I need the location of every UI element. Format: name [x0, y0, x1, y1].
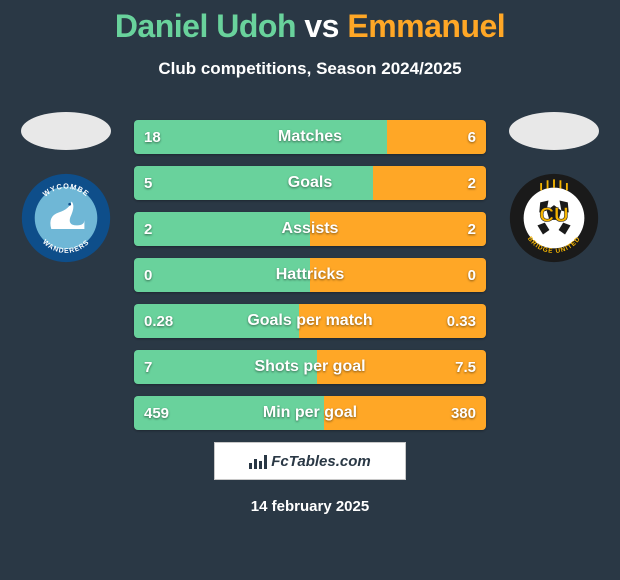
stat-label: Matches [134, 120, 486, 154]
svg-text:WANDERERS: WANDERERS [41, 239, 91, 255]
title-vs: vs [304, 8, 339, 44]
stat-label: Min per goal [134, 396, 486, 430]
stat-label: Hattricks [134, 258, 486, 292]
player1-name: Daniel Udoh [115, 8, 296, 44]
stat-label: Goals per match [134, 304, 486, 338]
svg-text:CU: CU [539, 205, 568, 227]
stat-label: Shots per goal [134, 350, 486, 384]
site-logo: FcTables.com [214, 442, 406, 480]
club-badge-left: WYCOMBE WANDERERS [20, 172, 112, 264]
player1-avatar-placeholder [21, 112, 111, 150]
player1-column: WYCOMBE WANDERERS [16, 112, 116, 264]
player2-name: Emmanuel [347, 8, 505, 44]
svg-text:WYCOMBE: WYCOMBE [41, 182, 91, 199]
stat-row: 52Goals [134, 166, 486, 200]
stat-row: 0.280.33Goals per match [134, 304, 486, 338]
site-logo-text: FcTables.com [271, 453, 370, 470]
stat-label: Assists [134, 212, 486, 246]
stat-row: 459380Min per goal [134, 396, 486, 430]
date-text: 14 february 2025 [0, 498, 620, 515]
player2-column: BRIDGE UNITED CU [504, 112, 604, 264]
stat-row: 00Hattricks [134, 258, 486, 292]
subtitle: Club competitions, Season 2024/2025 [0, 59, 620, 79]
comparison-title: Daniel Udoh vs Emmanuel [0, 0, 620, 45]
stats-container: 186Matches 52Goals 22Assists 00Hattricks 0.2… [134, 120, 486, 442]
stat-label: Goals [134, 166, 486, 200]
stat-row: 22Assists [134, 212, 486, 246]
club-badge-right: BRIDGE UNITED CU [508, 172, 600, 264]
stat-row: 77.5Shots per goal [134, 350, 486, 384]
site-logo-icon [249, 453, 267, 469]
stat-row: 186Matches [134, 120, 486, 154]
player2-avatar-placeholder [509, 112, 599, 150]
svg-text:BRIDGE UNITED: BRIDGE UNITED [526, 235, 582, 255]
